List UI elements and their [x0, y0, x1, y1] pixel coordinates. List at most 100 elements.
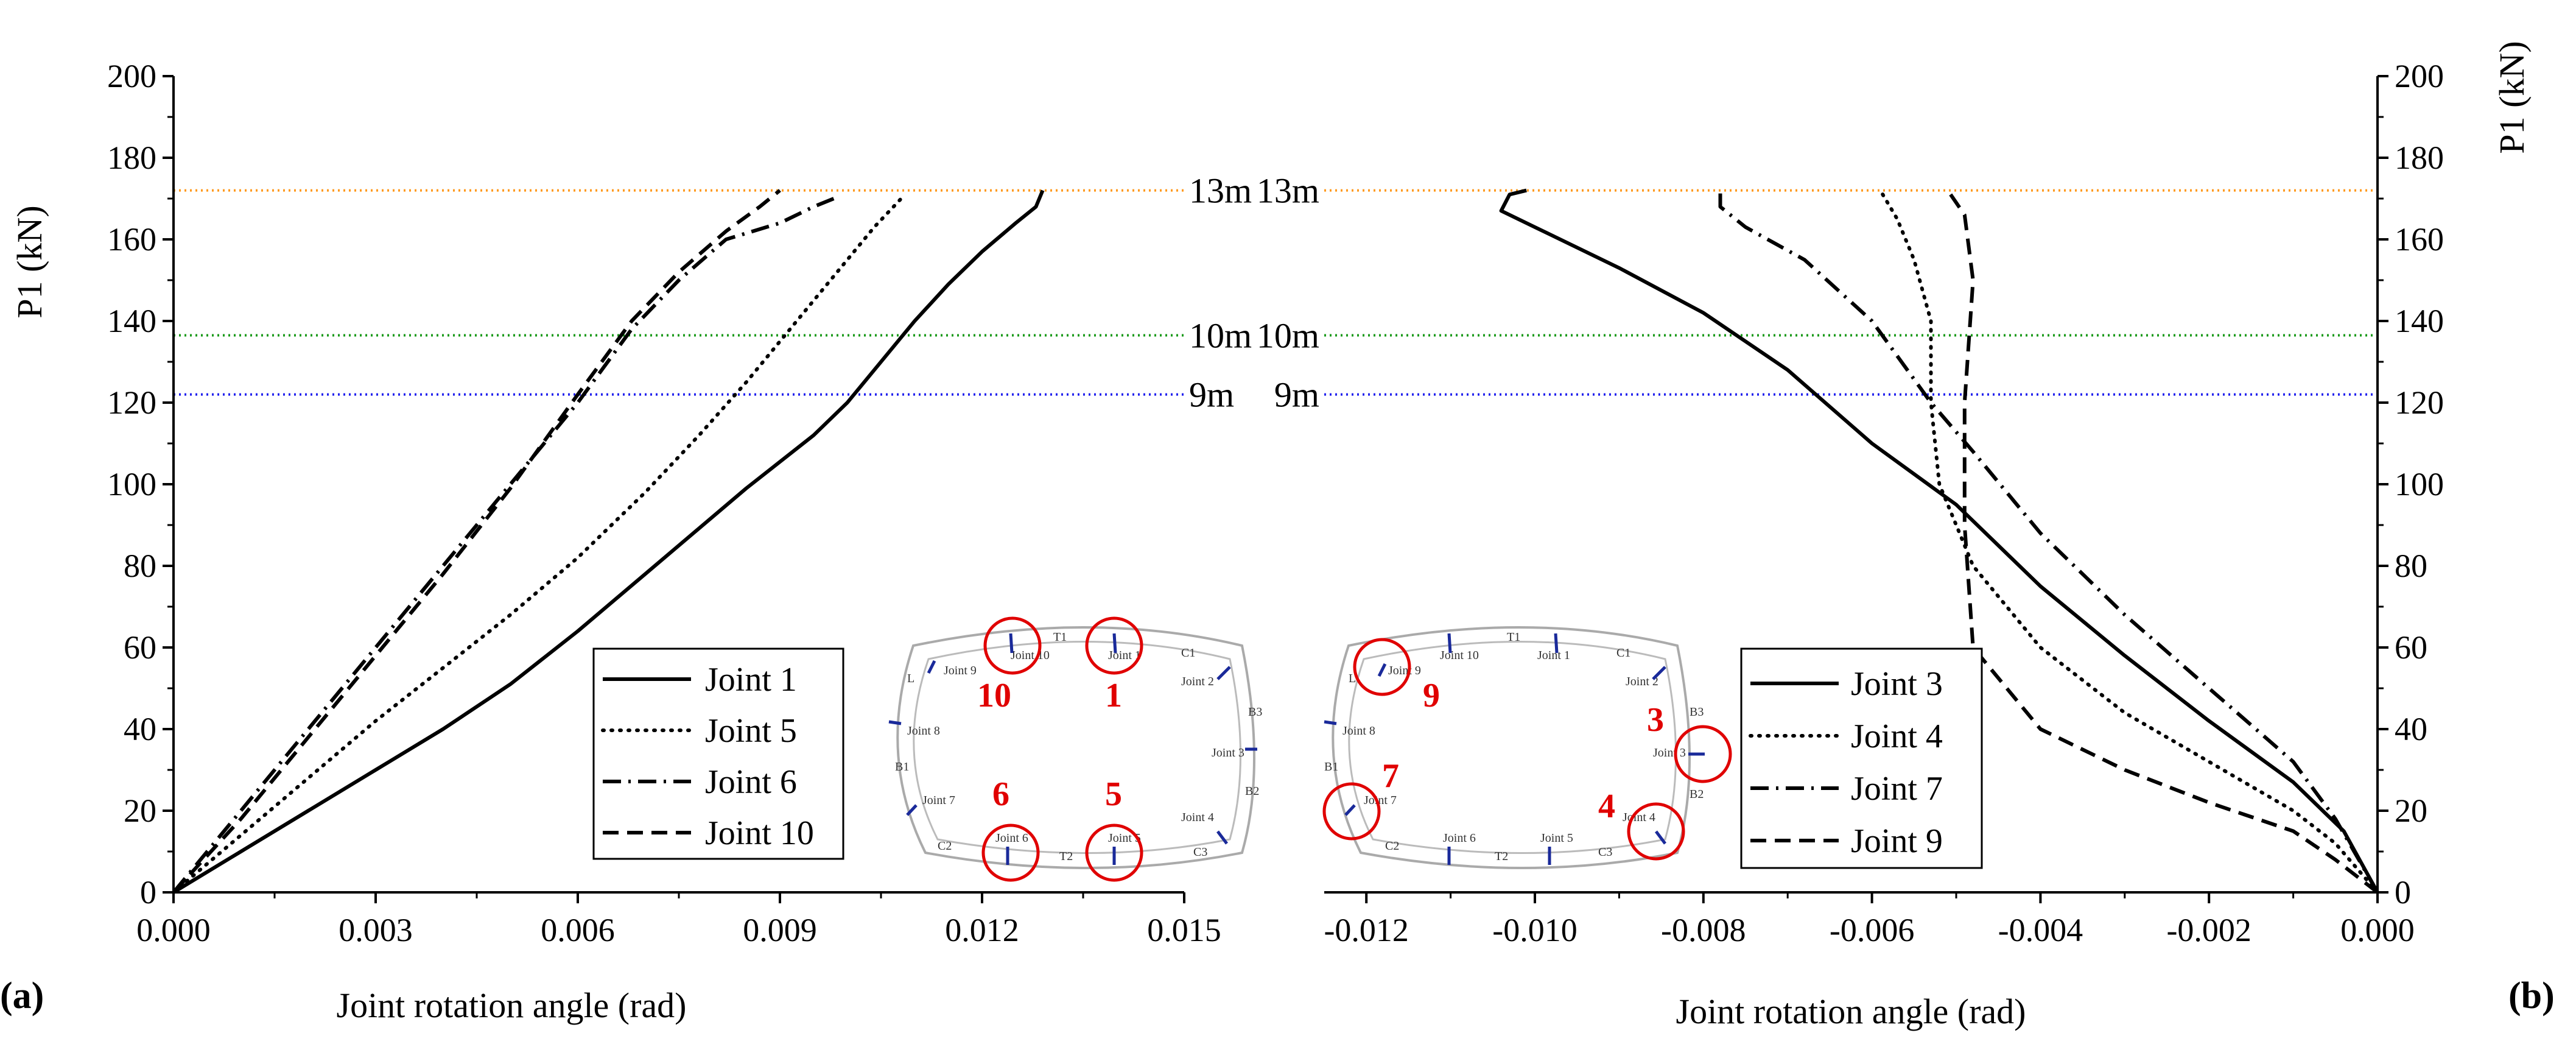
- seg-label: B2: [1690, 788, 1704, 801]
- tunnel-ring-outer: [896, 626, 1255, 869]
- y-tick-label: 40: [124, 711, 156, 747]
- highlight-label: 10: [977, 677, 1011, 714]
- seg-label: B1: [1324, 760, 1338, 774]
- joint-label: Joint 2: [1181, 675, 1214, 688]
- x-tick-label: 0.006: [541, 912, 615, 948]
- y-tick-label: 100: [107, 466, 156, 503]
- joint-label: Joint 4: [1623, 811, 1655, 824]
- x-tick-label: -0.006: [1830, 912, 1914, 948]
- highlight-label: 4: [1598, 788, 1615, 825]
- ref-line-label-9m: 9m: [1274, 375, 1319, 415]
- y-tick-label: 140: [107, 303, 156, 339]
- seg-label: T2: [1059, 850, 1073, 863]
- joint-label: Joint 8: [1342, 724, 1375, 738]
- legend-b: Joint 3 Joint 4 Joint 7 Joint 9: [1740, 647, 1983, 869]
- y-tick-label: 160: [107, 221, 156, 258]
- joint-label: Joint 10: [1440, 649, 1479, 662]
- ref-line-label-13m: 13m: [1189, 171, 1252, 211]
- x-tick-label: 0.003: [339, 912, 413, 948]
- seg-label: C3: [1598, 845, 1612, 859]
- y-tick-label: 20: [124, 792, 156, 829]
- joint-label: Joint 3: [1653, 746, 1686, 760]
- x-axis-label-a: Joint rotation angle (rad): [337, 986, 687, 1025]
- x-tick-label: 0.015: [1147, 912, 1221, 948]
- series-group-b: [1499, 188, 2379, 894]
- seg-label: T1: [1507, 630, 1520, 644]
- highlight-label: 7: [1382, 757, 1399, 795]
- seg-label: T1: [1053, 630, 1067, 644]
- y-tick-label: 180: [2395, 139, 2444, 176]
- tunnel-schematic-left: T1 C1 B3 B2 C3 T2 C2 B1 L Joint 10 Joint…: [888, 616, 1262, 882]
- series-line-joint-7: [1718, 190, 2379, 894]
- highlight-circles-left: [981, 616, 1143, 882]
- chart-panel-b: 13m 10m 9m 0 20 40 60 80 100 120 140 160 180 200 -0.0…: [1257, 41, 2532, 1031]
- joint-label: Joint 9: [944, 664, 977, 677]
- legend-box-a: [592, 647, 844, 860]
- series-line-joint-5: [172, 197, 904, 894]
- x-tick-label: -0.002: [2166, 912, 2251, 948]
- joint-label: Joint 5: [1540, 831, 1573, 845]
- series-line-joint-1: [172, 189, 1045, 894]
- ref-line-label-10m: 10m: [1257, 316, 1319, 355]
- legend-label-joint-6: Joint 6: [705, 763, 797, 801]
- x-axis-label-b: Joint rotation angle (rad): [1676, 992, 2026, 1031]
- y-tick-label: 160: [2395, 221, 2444, 258]
- series-group-a: [172, 189, 1045, 894]
- reference-lines-b: 13m 10m 9m: [1257, 171, 2378, 415]
- y-axis-label-b: P1 (kN): [2492, 41, 2532, 153]
- legend-label-joint-1: Joint 1: [705, 661, 797, 699]
- joint-label: Joint 4: [1181, 811, 1214, 824]
- x-tick-label: 0.012: [945, 912, 1019, 948]
- highlight-circles-right: [1322, 638, 1732, 861]
- joint-label: Joint 2: [1626, 675, 1658, 688]
- legend-label-joint-9: Joint 9: [1851, 822, 1943, 860]
- y-tick-label: 120: [2395, 384, 2444, 421]
- y-tick-label: 200: [107, 58, 156, 94]
- joint-label: Joint 7: [922, 794, 955, 807]
- y-tick-label: 0: [2395, 874, 2411, 911]
- highlight-label: 5: [1105, 775, 1122, 813]
- legend-label-joint-5: Joint 5: [705, 712, 797, 750]
- y-tick-label: 100: [2395, 466, 2444, 503]
- seg-label: B2: [1245, 785, 1259, 798]
- seg-label: C2: [1385, 839, 1399, 853]
- joint-ticks-left: [888, 633, 1257, 865]
- x-tick-label: -0.010: [1492, 912, 1577, 948]
- legend-label-joint-4: Joint 4: [1851, 718, 1943, 755]
- tunnel-ring-inner: [913, 641, 1241, 854]
- panel-label-b: (b): [2508, 975, 2555, 1017]
- y-tick-label: 80: [2395, 548, 2427, 584]
- seg-label: C1: [1181, 646, 1195, 660]
- legend-label-joint-3: Joint 3: [1851, 665, 1943, 703]
- legend-label-joint-7: Joint 7: [1851, 770, 1943, 808]
- ref-line-label-10m: 10m: [1189, 316, 1252, 355]
- x-tick-label: 0.000: [136, 912, 211, 948]
- joint-ticks-right: [1324, 633, 1705, 865]
- series-line-joint-3: [1499, 188, 2379, 894]
- y-tick-label: 0: [140, 874, 156, 911]
- legend-a: Joint 1 Joint 5 Joint 6 Joint 10: [592, 647, 844, 860]
- ref-line-label-9m: 9m: [1189, 375, 1234, 415]
- joint-label: Joint 5: [1108, 831, 1141, 845]
- joint-label: Joint 1: [1537, 649, 1570, 662]
- highlight-label: 6: [992, 775, 1009, 813]
- x-tick-label: -0.008: [1661, 912, 1746, 948]
- x-tick-label: 0.009: [743, 912, 817, 948]
- y-tick-label: 60: [124, 629, 156, 666]
- axes-b: 0 20 40 60 80 100 120 140 160 180 200 -0.012 -0.010 -…: [1324, 58, 2444, 948]
- series-line-joint-9: [1946, 189, 2379, 894]
- y-tick-label: 180: [107, 139, 156, 176]
- seg-label: B3: [1690, 705, 1704, 719]
- joint-label: Joint 9: [1388, 664, 1421, 677]
- seg-label: C1: [1616, 646, 1630, 660]
- axes-a: 0 20 40 60 80 100 120 140 160 180 200 0.000 0.003 0.0…: [107, 58, 1221, 948]
- seg-label: B1: [895, 760, 909, 774]
- y-tick-label: 200: [2395, 58, 2444, 94]
- highlight-label: 1: [1105, 677, 1122, 714]
- joint-label: Joint 10: [1011, 649, 1050, 662]
- tunnel-ring-inner: [1348, 641, 1677, 854]
- joint-label: Joint 7: [1364, 794, 1397, 807]
- seg-label: B3: [1248, 705, 1262, 719]
- reference-lines-a: 13m 10m 9m: [174, 171, 1252, 415]
